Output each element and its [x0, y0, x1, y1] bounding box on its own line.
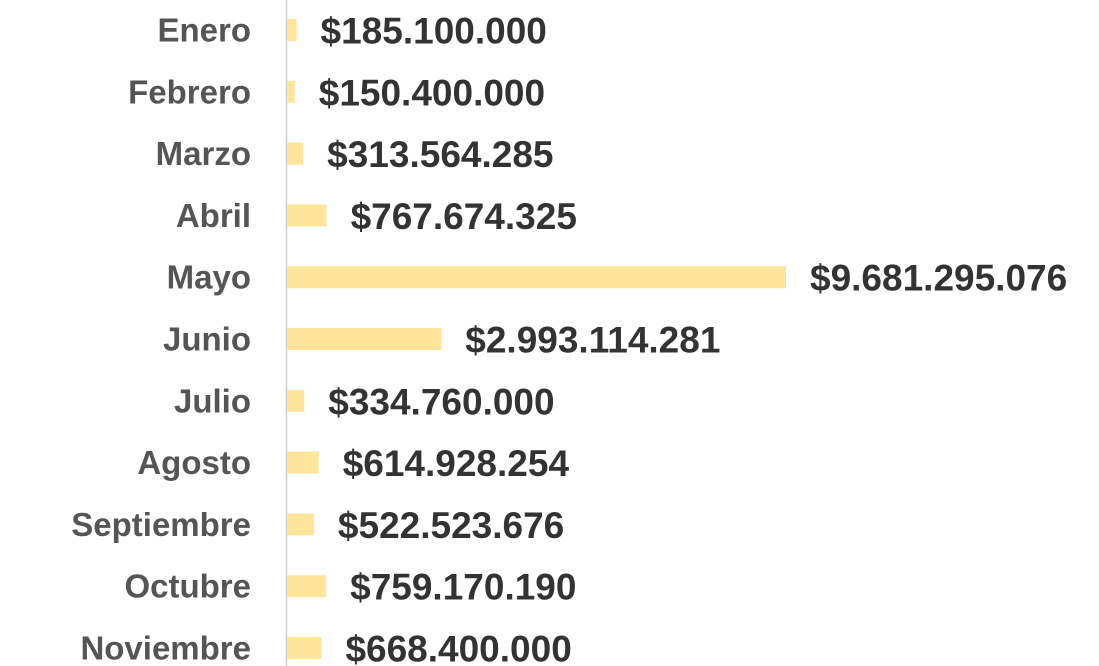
bar — [287, 19, 297, 41]
value-label: $759.170.190 — [350, 567, 576, 608]
category-label: Septiembre — [71, 506, 251, 543]
category-label: Octubre — [124, 568, 251, 605]
bar — [287, 513, 314, 536]
value-label: $2.993.114.281 — [465, 320, 720, 361]
category-label: Abril — [176, 197, 251, 234]
bar — [287, 637, 322, 659]
category-label: Enero — [157, 12, 251, 49]
category-label: Febrero — [128, 73, 251, 110]
category-label: Noviembre — [80, 630, 251, 666]
category-label: Junio — [163, 321, 251, 358]
category-label: Mayo — [167, 259, 251, 296]
bar — [287, 266, 786, 289]
bar — [287, 80, 295, 103]
bar — [287, 328, 442, 350]
value-label: $9.681.295.076 — [810, 258, 1067, 299]
value-label: $668.400.000 — [345, 629, 571, 666]
value-label: $185.100.000 — [321, 11, 547, 52]
bar — [287, 575, 327, 598]
bar — [287, 142, 304, 165]
value-label: $614.928.254 — [343, 443, 570, 484]
value-label: $767.674.325 — [351, 196, 577, 237]
value-label: $150.400.000 — [319, 72, 545, 113]
bar — [287, 204, 327, 227]
bar — [287, 451, 319, 474]
value-label: $334.760.000 — [328, 381, 554, 422]
category-label: Agosto — [137, 444, 251, 481]
category-label: Marzo — [156, 135, 251, 172]
value-label: $313.564.285 — [327, 134, 553, 175]
bar — [287, 389, 305, 412]
category-label: Julio — [174, 382, 251, 419]
value-label: $522.523.676 — [338, 505, 564, 546]
